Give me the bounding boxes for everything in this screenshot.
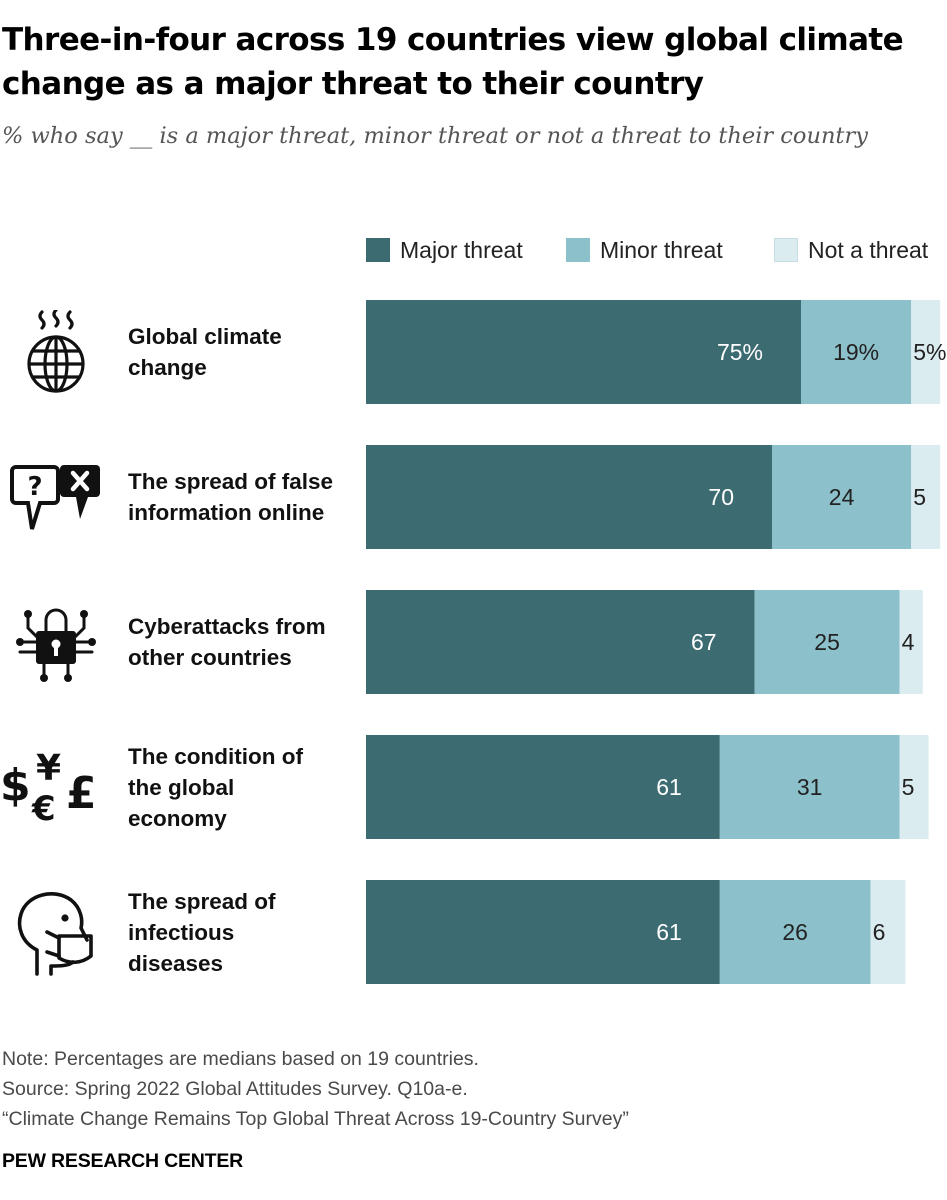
circuit-lock-icon (0, 590, 112, 694)
svg-text:¥: ¥ (36, 748, 61, 789)
bar-label-major-2: 67 (691, 629, 717, 655)
source-text: Source: Spring 2022 Global Attitudes Sur… (2, 1078, 468, 1100)
bar-major-0 (366, 300, 801, 404)
bar-minor-1 (772, 445, 912, 549)
legend-swatch-major (366, 238, 390, 262)
bar-label-minor-4: 26 (782, 919, 808, 945)
bar-label-minor-2: 25 (814, 629, 840, 655)
legend-label-not: Not a threat (808, 236, 929, 263)
organization-name: PEW RESEARCH CENTER (2, 1150, 244, 1172)
row-label-text: Global climate change (128, 324, 282, 380)
bar-chart: 75% 19% 5% 70 24 5 67 25 4 61 31 5 61 26 6 (366, 300, 946, 984)
currency-symbols-icon: $ ¥ € £ (0, 735, 112, 839)
row-label-text: The condition of the global economy (128, 743, 303, 831)
legend-item-minor: Minor threat (566, 233, 723, 267)
bar-minor-4 (719, 880, 871, 984)
svg-text:€: € (31, 789, 56, 829)
report-title-text: “Climate Change Remains Top Global Threa… (2, 1108, 629, 1130)
bar-label-major-1: 70 (708, 484, 734, 510)
legend-swatch-not (774, 238, 798, 262)
chart-notes: Note: Percentages are medians based on 1… (2, 1044, 942, 1134)
legend-label-major: Major threat (400, 236, 523, 263)
globe-heat-icon (0, 300, 112, 404)
row-label-false-info: The spread of false information online (128, 445, 368, 549)
bar-not-1 (911, 445, 941, 549)
bar-major-1 (366, 445, 772, 549)
masked-head-icon (0, 880, 112, 984)
legend-item-not: Not a threat (774, 233, 928, 267)
row-label-cyberattacks: Cyberattacks from other countries (128, 590, 368, 694)
row-label-diseases: The spread of infectious diseases (128, 880, 368, 984)
svg-text:$: $ (0, 760, 31, 811)
bar-not-2 (899, 590, 923, 694)
bar-label-minor-3: 31 (797, 774, 823, 800)
legend-swatch-minor (566, 238, 590, 262)
bar-minor-2 (754, 590, 900, 694)
bar-label-not-1: 5 (913, 484, 926, 510)
chart-title: Three-in-four across 19 countries view g… (2, 22, 904, 102)
bar-label-not-0: 5% (913, 339, 946, 365)
bar-not-3 (899, 735, 929, 839)
bar-label-minor-0: 19% (833, 339, 879, 365)
svg-text:?: ? (27, 472, 42, 502)
note-text: Note: Percentages are medians based on 1… (2, 1048, 479, 1070)
bar-not-0 (911, 300, 941, 404)
bar-label-not-4: 6 (873, 919, 886, 945)
bar-label-not-3: 5 (902, 774, 915, 800)
bar-major-3 (366, 735, 720, 839)
bar-major-2 (366, 590, 755, 694)
legend-label-minor: Minor threat (600, 236, 723, 263)
speech-bubbles-question-icon: ? (0, 445, 112, 549)
bar-major-4 (366, 880, 720, 984)
legend: Major threat Minor threat Not a threat (366, 233, 946, 267)
row-label-text: Cyberattacks from other countries (128, 614, 326, 670)
chart-subtitle: % who say __ is a major threat, minor th… (2, 123, 868, 149)
row-label-economy: The condition of the global economy (128, 735, 368, 839)
bar-label-major-4: 61 (656, 919, 682, 945)
svg-text:£: £ (66, 768, 97, 819)
bar-label-major-3: 61 (656, 774, 682, 800)
bar-label-not-2: 4 (902, 629, 915, 655)
bar-label-minor-1: 24 (829, 484, 855, 510)
bar-not-4 (870, 880, 906, 984)
legend-item-major: Major threat (366, 233, 523, 267)
bar-label-major-0: 75% (717, 339, 763, 365)
row-label-text: The spread of infectious diseases (128, 888, 276, 976)
bar-minor-0 (801, 300, 912, 404)
row-label-climate: Global climate change (128, 300, 368, 404)
bar-minor-3 (719, 735, 900, 839)
row-label-text: The spread of false information online (128, 469, 334, 525)
